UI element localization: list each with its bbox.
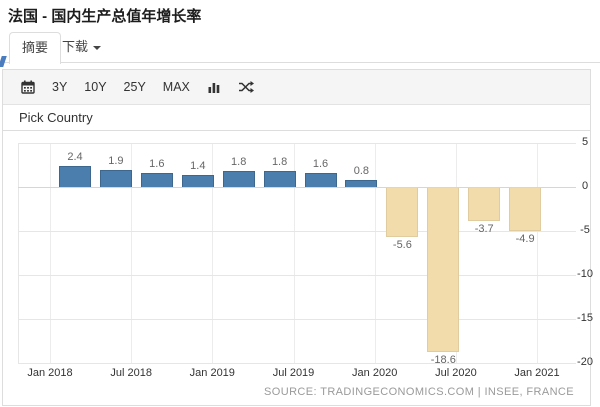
y-axis-tick-label: -20 [577, 356, 593, 368]
gdp-growth-bar-chart: Jan 2018 Jul 2018 Jan 2019 Jul 2019 Jan 2020… [0, 130, 600, 380]
y-axis-tick-label: -15 [577, 312, 593, 324]
bar-value-label: 1.6 [149, 157, 165, 170]
pick-country-dropdown[interactable]: Pick Country [3, 105, 590, 131]
chart-panel: 3Y 10Y 25Y MAX Pick Country [2, 69, 591, 406]
y-axis-tick-label: -10 [577, 268, 593, 280]
bar-2018-q8 [386, 188, 419, 238]
range-button-25y[interactable]: 25Y [123, 79, 146, 94]
source-attribution: SOURCE: TRADINGECONOMICS.COM | INSEE, FR… [264, 386, 574, 398]
bar-2018-q10 [468, 188, 501, 221]
gridline-horizontal [18, 187, 576, 188]
gridline-vertical [374, 143, 376, 363]
x-axis-tick-label: Jan 2018 [27, 367, 73, 379]
bar-2018-q1 [99, 170, 132, 187]
y-axis-tick-label: -5 [580, 224, 590, 236]
x-axis-tick-label: Jul 2020 [435, 367, 477, 379]
bar-2018-q5 [263, 171, 296, 187]
calendar-icon[interactable] [17, 77, 39, 97]
bar-2018-q4 [222, 171, 255, 187]
gridline-vertical [212, 143, 214, 363]
page-title: 法国 - 国内生产总值年增长率 [8, 8, 202, 25]
x-axis-tick-label: Jan 2019 [189, 367, 235, 379]
range-button-3y[interactable]: 3Y [52, 79, 68, 94]
shuffle-icon[interactable] [234, 77, 258, 97]
bar-value-label: 1.9 [108, 155, 124, 168]
chevron-down-icon [93, 45, 102, 50]
tab-download-label: 下载 [62, 39, 89, 54]
bar-value-label: 1.6 [312, 157, 329, 170]
tab-bar: 摘要 下载 [0, 32, 600, 64]
range-button-max[interactable]: MAX [162, 79, 190, 94]
bar-2018-q7 [345, 180, 378, 187]
bar-value-label: -18.6 [430, 353, 456, 366]
gridline-vertical [131, 143, 133, 363]
bar-2018-q11 [509, 188, 542, 232]
gridline-horizontal [18, 363, 576, 364]
bar-value-label: 2.4 [67, 150, 83, 163]
x-axis-tick-label: Jan 2021 [514, 367, 560, 379]
chart-toolbar: 3Y 10Y 25Y MAX [3, 70, 590, 105]
gridline-horizontal [18, 319, 576, 320]
y-axis-line [18, 143, 19, 363]
bar-value-label: -3.7 [474, 222, 494, 235]
tab-download[interactable]: 下载 [50, 32, 113, 63]
gridline-vertical [50, 143, 51, 363]
bar-2018-q6 [304, 172, 337, 187]
bar-chart-icon[interactable] [203, 77, 225, 97]
bar-2018-q0 [59, 165, 91, 187]
bar-2018-q3 [181, 174, 214, 187]
tab-summary[interactable]: 摘要 [9, 32, 62, 64]
bar-value-label: -5.6 [392, 239, 412, 252]
x-axis-tick-label: Jul 2018 [110, 367, 152, 379]
bar-value-label: 1.4 [190, 159, 206, 172]
bar-value-label: 1.8 [271, 156, 288, 169]
bar-2018-q9 [427, 188, 460, 352]
gridline-horizontal [18, 143, 576, 144]
gridline-horizontal [18, 231, 576, 232]
x-axis-tick-label: Jul 2019 [272, 367, 315, 379]
y-axis-tick-label: 0 [581, 180, 589, 192]
bar-value-label: -4.9 [515, 233, 535, 246]
bar-2018-q2 [140, 172, 173, 187]
bar-value-label: 1.8 [231, 156, 247, 169]
bar-value-label: 0.8 [353, 165, 370, 177]
y-axis-tick-label: 5 [581, 136, 589, 148]
range-button-10y[interactable]: 10Y [84, 79, 107, 94]
gridline-horizontal [18, 275, 576, 276]
gridline-vertical [293, 143, 295, 363]
x-axis-tick-label: Jan 2020 [352, 367, 398, 379]
gridline-vertical [537, 143, 538, 363]
